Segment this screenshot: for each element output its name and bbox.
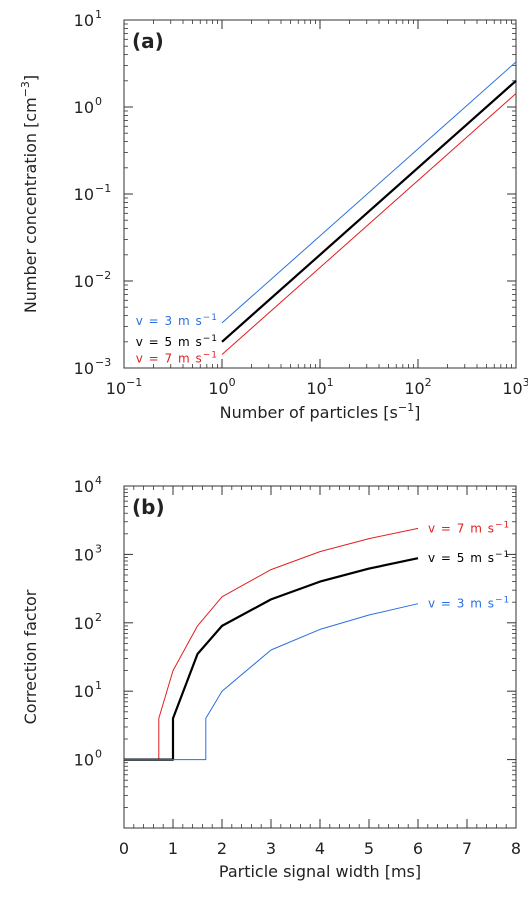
- y-tick-label: 10: [74, 11, 94, 30]
- y-tick-label: 10: [74, 98, 94, 117]
- y-tick-label: 10: [74, 272, 94, 291]
- y-tick-exponent: 1: [95, 8, 102, 21]
- y-tick-exponent: 4: [95, 474, 102, 487]
- series-line: [124, 603, 419, 761]
- y-axis-label: Correction factor: [21, 589, 40, 724]
- series-line: [221, 93, 517, 355]
- y-tick-exponent: −1: [95, 182, 111, 195]
- y-tick-label: 10: [74, 185, 94, 204]
- series-label: v = 3 m s−1: [136, 313, 218, 328]
- y-tick-label: 10: [74, 682, 94, 701]
- x-tick-label: 1: [168, 839, 178, 858]
- x-tick-label: 6: [413, 839, 423, 858]
- series-label: v = 3 m s−1: [428, 596, 510, 611]
- y-tick-label: 10: [74, 614, 94, 633]
- series-line: [124, 557, 419, 761]
- x-tick-label: 2: [217, 839, 227, 858]
- x-axis-label: Number of particles [s−1]: [220, 401, 421, 422]
- x-tick-label: 8: [511, 839, 521, 858]
- x-tick-label: 0: [119, 839, 129, 858]
- x-tick-label: 7: [462, 839, 472, 858]
- x-tick-label: 5: [364, 839, 374, 858]
- y-tick-exponent: 2: [95, 611, 102, 624]
- series-label: v = 7 m s−1: [136, 350, 218, 365]
- panel-label: (b): [132, 495, 165, 519]
- x-tick-label: 4: [315, 839, 325, 858]
- y-tick-label: 10: [74, 545, 94, 564]
- x-tick-label: 100: [208, 376, 235, 398]
- y-axis-label: Number concentration [cm−3]: [19, 75, 40, 313]
- plot-frame: [123, 485, 517, 829]
- y-tick-exponent: −2: [95, 269, 111, 282]
- x-tick-label: 10−1: [106, 376, 143, 398]
- y-tick-exponent: −3: [95, 356, 111, 369]
- series-label: v = 5 m s−1: [136, 334, 218, 349]
- series-line: [221, 61, 517, 324]
- y-tick-exponent: 3: [95, 542, 102, 555]
- panel-label: (a): [132, 29, 164, 53]
- x-tick-label: 103: [502, 376, 528, 398]
- x-tick-label: 102: [404, 376, 431, 398]
- x-axis-label: Particle signal width [ms]: [219, 862, 421, 881]
- series-line: [221, 79, 517, 343]
- x-tick-label: 3: [266, 839, 276, 858]
- series-line: [124, 527, 419, 761]
- y-tick-exponent: 0: [95, 95, 102, 108]
- y-tick-label: 10: [74, 751, 94, 770]
- y-tick-label: 10: [74, 477, 94, 496]
- y-tick-exponent: 1: [95, 679, 102, 692]
- series-label: v = 7 m s−1: [428, 520, 510, 535]
- y-tick-exponent: 0: [95, 748, 102, 761]
- series-label: v = 5 m s−1: [428, 550, 510, 565]
- x-tick-label: 101: [306, 376, 333, 398]
- y-tick-label: 10: [74, 359, 94, 378]
